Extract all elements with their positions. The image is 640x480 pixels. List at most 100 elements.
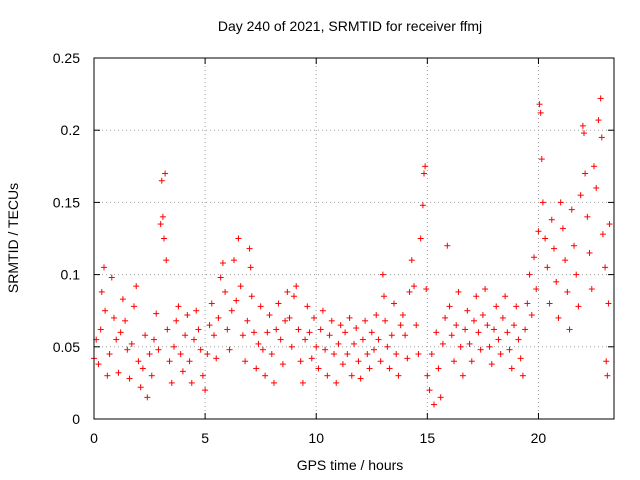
data-point bbox=[144, 394, 151, 401]
data-point bbox=[119, 296, 126, 303]
data-point bbox=[102, 307, 109, 314]
data-point bbox=[535, 228, 542, 235]
data-point bbox=[439, 340, 446, 347]
data-point bbox=[379, 271, 386, 278]
data-point bbox=[324, 372, 331, 379]
data-point bbox=[259, 346, 266, 353]
data-point bbox=[193, 307, 200, 314]
data-point bbox=[517, 355, 524, 362]
data-point bbox=[471, 317, 477, 324]
data-point bbox=[146, 351, 153, 358]
data-point bbox=[231, 257, 237, 264]
data-point bbox=[484, 322, 491, 329]
data-point bbox=[179, 368, 186, 375]
data-point bbox=[435, 365, 442, 372]
data-point bbox=[247, 264, 254, 271]
data-point bbox=[406, 288, 413, 295]
data-point bbox=[271, 379, 277, 386]
data-point bbox=[424, 372, 431, 379]
data-point bbox=[319, 307, 326, 314]
data-point bbox=[211, 332, 217, 339]
data-point bbox=[548, 216, 555, 223]
data-point bbox=[526, 271, 533, 278]
data-point bbox=[224, 326, 231, 333]
data-point bbox=[597, 95, 604, 102]
data-point bbox=[451, 358, 457, 365]
data-point bbox=[293, 283, 300, 290]
data-point bbox=[244, 317, 251, 324]
data-point bbox=[599, 231, 606, 238]
data-point bbox=[115, 369, 122, 376]
data-point bbox=[173, 317, 180, 324]
data-point bbox=[404, 355, 411, 362]
data-point bbox=[311, 314, 317, 321]
data-point bbox=[448, 332, 455, 339]
data-point bbox=[399, 312, 406, 319]
data-point bbox=[562, 257, 569, 264]
data-point bbox=[101, 264, 107, 271]
data-point bbox=[602, 264, 609, 271]
data-point bbox=[508, 365, 515, 372]
data-point bbox=[273, 326, 280, 333]
data-point bbox=[299, 379, 306, 386]
data-point bbox=[502, 293, 509, 300]
data-point bbox=[255, 340, 262, 347]
data-point bbox=[326, 332, 333, 339]
data-point bbox=[384, 343, 391, 350]
data-point bbox=[479, 312, 486, 319]
data-point bbox=[359, 336, 366, 343]
data-point bbox=[499, 314, 506, 321]
data-points bbox=[91, 95, 613, 408]
data-point bbox=[124, 346, 131, 353]
y-tick-label: 0.05 bbox=[53, 339, 80, 355]
data-point bbox=[317, 326, 324, 333]
data-point bbox=[555, 314, 562, 321]
y-tick-label: 0.25 bbox=[53, 50, 80, 66]
data-point bbox=[408, 257, 415, 264]
data-point bbox=[195, 326, 202, 333]
data-point bbox=[464, 307, 471, 314]
data-point bbox=[524, 300, 531, 307]
data-point bbox=[388, 332, 395, 339]
data-point bbox=[431, 401, 437, 408]
data-point bbox=[421, 170, 427, 177]
data-point bbox=[513, 303, 520, 310]
data-point bbox=[437, 394, 444, 401]
data-point bbox=[342, 329, 349, 336]
data-point bbox=[128, 340, 135, 347]
data-point bbox=[551, 245, 557, 252]
data-point bbox=[98, 288, 105, 295]
data-point bbox=[337, 322, 344, 329]
data-point bbox=[208, 300, 215, 307]
data-point bbox=[233, 297, 240, 304]
data-point bbox=[262, 372, 269, 379]
data-point bbox=[584, 213, 591, 220]
data-point bbox=[391, 300, 397, 307]
data-point bbox=[213, 355, 220, 362]
data-point bbox=[286, 314, 293, 321]
data-point bbox=[433, 329, 440, 336]
grid bbox=[94, 58, 614, 419]
data-point bbox=[488, 361, 495, 368]
data-point bbox=[473, 293, 480, 300]
data-point bbox=[142, 332, 149, 339]
data-point bbox=[566, 326, 573, 333]
data-point bbox=[462, 326, 469, 333]
data-point bbox=[466, 340, 473, 347]
data-point bbox=[468, 358, 475, 365]
data-point bbox=[157, 221, 164, 228]
data-point bbox=[158, 177, 165, 184]
data-point bbox=[497, 351, 504, 358]
data-point bbox=[242, 358, 249, 365]
x-tick-label: 10 bbox=[308, 430, 324, 446]
data-point bbox=[368, 329, 375, 336]
data-point bbox=[137, 384, 144, 391]
data-point bbox=[531, 254, 537, 261]
data-point bbox=[191, 336, 197, 343]
data-point bbox=[122, 317, 129, 324]
data-point bbox=[455, 288, 462, 295]
data-point bbox=[486, 343, 493, 350]
data-point bbox=[573, 271, 580, 278]
data-point bbox=[533, 286, 540, 293]
data-point bbox=[126, 375, 133, 382]
